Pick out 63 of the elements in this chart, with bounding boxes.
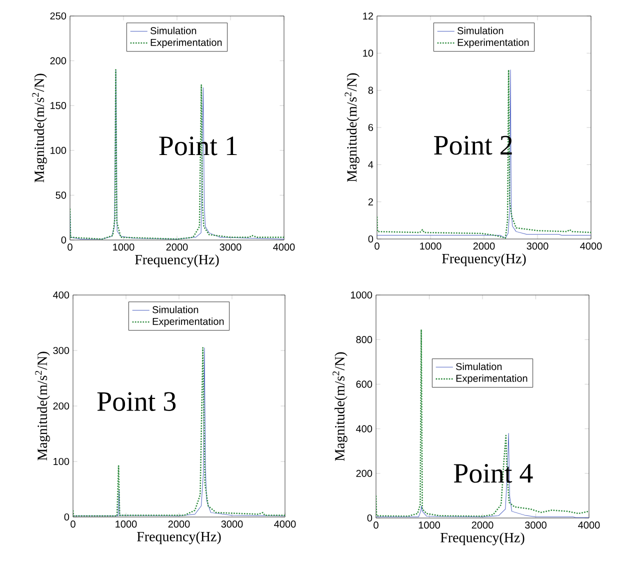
y-tick-label: 400: [356, 425, 372, 432]
x-axis-title: Frequency(Hz): [135, 254, 219, 268]
y-tick-label: 0: [64, 513, 70, 521]
y-tick-label: 8: [368, 86, 374, 94]
y-tick-label: 150: [50, 102, 66, 110]
y-tick-label: 800: [356, 336, 372, 344]
y-tick-label: 0: [368, 235, 374, 243]
x-tick-label: 4000: [580, 242, 602, 250]
y-tick-label: 2: [368, 198, 373, 206]
annotation: Point 2: [434, 136, 512, 155]
y-axis-title: Magnitude(m/s$^{2}$/N): [32, 74, 47, 182]
x-tick-label: 3000: [525, 522, 546, 529]
y-tick-label: 4: [368, 161, 374, 168]
y-tick-label: 0: [61, 236, 66, 244]
x-tick-label: 2000: [166, 244, 188, 251]
annotation: Point 3: [97, 392, 176, 411]
legend-label: Experimentation: [456, 374, 528, 384]
x-tick-label: 2000: [472, 522, 494, 529]
x-tick-label: 0: [70, 520, 76, 528]
line-series: [376, 328, 590, 517]
x-tick-label: 1000: [113, 244, 134, 251]
y-tick-label: 100: [50, 146, 66, 154]
y-tick-label: 200: [53, 402, 70, 410]
x-tick-label: 1000: [420, 242, 442, 250]
legend-label: Experimentation: [458, 38, 529, 48]
x-tick-label: 0: [374, 522, 378, 529]
y-tick-label: 300: [53, 346, 70, 354]
legend-label: Simulation: [456, 362, 502, 370]
y-tick-label: 6: [368, 124, 374, 132]
y-axis-title: Magnitude(m/s$^{2}$/N): [35, 352, 50, 460]
x-axis-title: Frequency(Hz): [137, 531, 221, 544]
y-tick-label: 200: [356, 470, 372, 477]
line-series: [376, 433, 590, 518]
y-tick-label: 1000: [350, 291, 372, 299]
x-tick-label: 2000: [168, 520, 190, 528]
y-tick-label: 50: [56, 192, 66, 199]
y-axis-title: Magnitude(m/s$^{2}$/N): [344, 73, 360, 182]
y-tick-label: 12: [363, 12, 373, 20]
x-tick-label: 1000: [116, 520, 137, 528]
y-tick-label: 200: [50, 57, 66, 64]
y-tick-label: 400: [53, 291, 70, 299]
legend-label: Simulation: [150, 26, 196, 34]
y-tick-label: 250: [50, 12, 66, 20]
y-tick-label: 100: [54, 458, 70, 466]
legend-label: Experimentation: [150, 38, 222, 48]
x-tick-label: 0: [374, 242, 380, 250]
x-tick-label: 3000: [221, 520, 243, 528]
x-axis-title: Frequency(Hz): [442, 253, 526, 266]
x-tick-label: 3000: [526, 242, 548, 250]
x-tick-label: 3000: [220, 244, 242, 251]
y-tick-label: 10: [363, 50, 374, 57]
legend-label: Simulation: [458, 26, 504, 34]
x-tick-label: 2000: [473, 242, 495, 250]
y-tick-label: 600: [356, 380, 372, 388]
x-axis-title: Frequency(Hz): [440, 532, 524, 546]
x-tick-label: 4000: [273, 244, 295, 251]
x-tick-label: 1000: [418, 522, 440, 529]
x-tick-label: 4000: [578, 522, 600, 529]
legend-label: Experimentation: [152, 318, 224, 327]
legend-label: Simulation: [152, 306, 198, 314]
y-axis-title: Magnitude(m/s$^{2}$/N): [332, 352, 348, 461]
x-tick-label: 4000: [274, 520, 296, 528]
y-tick-label: 0: [367, 514, 372, 522]
